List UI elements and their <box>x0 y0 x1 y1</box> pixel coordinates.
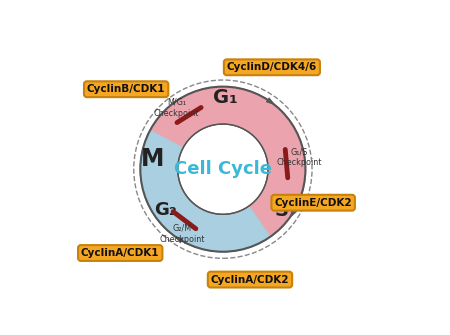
Circle shape <box>140 87 306 252</box>
Text: M/G₁
Checkpoint: M/G₁ Checkpoint <box>154 98 199 118</box>
Polygon shape <box>266 98 274 105</box>
Text: CyclinD/CDK4/6: CyclinD/CDK4/6 <box>227 62 317 72</box>
Circle shape <box>178 124 268 214</box>
Polygon shape <box>150 87 306 237</box>
Polygon shape <box>290 209 297 217</box>
Polygon shape <box>175 237 183 243</box>
Text: CyclinA/CDK2: CyclinA/CDK2 <box>211 275 289 284</box>
Text: CyclinB/CDK1: CyclinB/CDK1 <box>87 84 166 94</box>
Circle shape <box>178 124 268 214</box>
Text: CyclinE/CDK2: CyclinE/CDK2 <box>274 198 352 208</box>
Text: CyclinA/CDK1: CyclinA/CDK1 <box>81 248 159 258</box>
Polygon shape <box>140 130 270 252</box>
Text: S: S <box>275 201 289 220</box>
Text: G₁/S
Checkpoint: G₁/S Checkpoint <box>277 147 322 167</box>
Text: G₁: G₁ <box>213 88 238 108</box>
Text: M: M <box>141 147 165 172</box>
Text: Cell Cycle: Cell Cycle <box>174 160 272 178</box>
Text: G₂: G₂ <box>154 201 176 219</box>
Text: G₂/M
Checkpoint: G₂/M Checkpoint <box>160 224 205 244</box>
